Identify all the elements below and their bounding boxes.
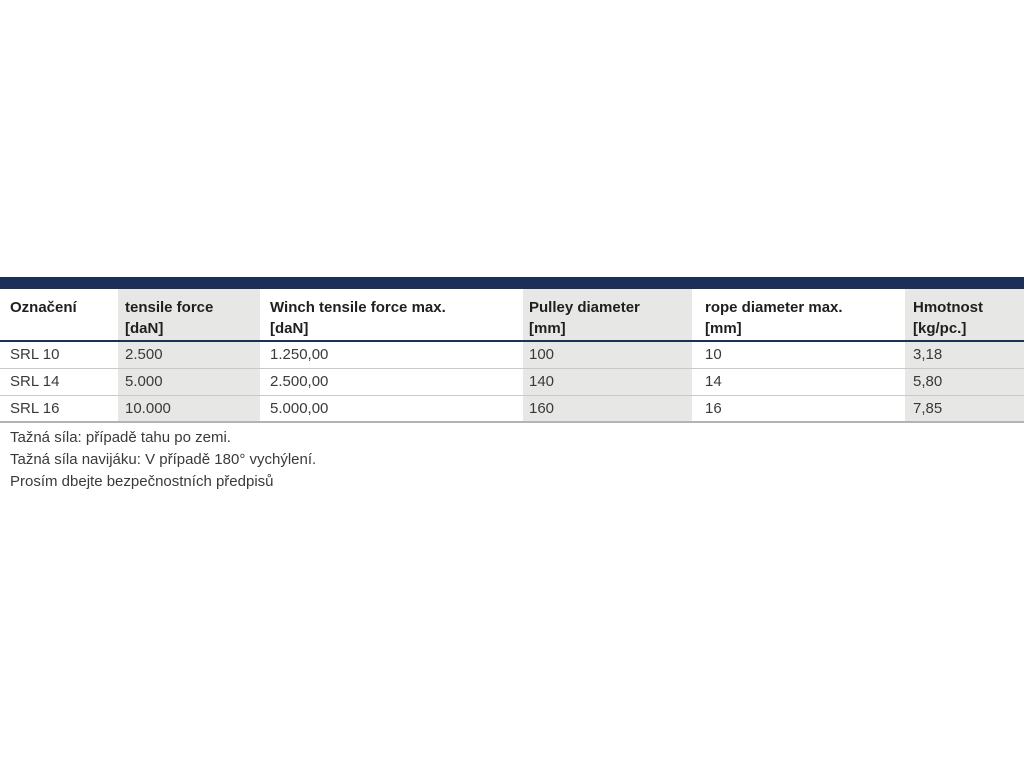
column-header-tensile-force: tensile force [daN] — [118, 289, 260, 342]
column-label: Označení — [10, 299, 77, 316]
cell-rope-diameter: 14 — [692, 368, 905, 396]
column-label: Winch tensile force max. — [270, 299, 446, 316]
cell-winch-tensile-force: 1.250,00 — [260, 341, 523, 369]
cell-rope-diameter: 16 — [692, 395, 905, 423]
table-row-srl-10: SRL 10 2.500 1.250,00 100 10 3,18 — [0, 341, 1024, 369]
cell-winch-tensile-force: 5.000,00 — [260, 395, 523, 423]
column-header-hmotnost: Hmotnost [kg/pc.] — [905, 289, 1024, 342]
cell-pulley-diameter: 140 — [523, 368, 692, 396]
table-header: Označení tensile force [daN] Winch tensi… — [0, 289, 1024, 342]
column-unit: [daN] — [270, 320, 309, 337]
cell-designation: SRL 10 — [0, 341, 118, 369]
column-unit: [mm] — [529, 320, 566, 337]
footnote-tensile-force: Tažná síla: případě tahu po zemi. — [10, 429, 231, 446]
column-label: rope diameter max. — [705, 299, 843, 316]
cell-tensile-force: 10.000 — [118, 395, 260, 423]
column-header-rope-diameter: rope diameter max. [mm] — [692, 289, 905, 342]
header-row: Označení tensile force [daN] Winch tensi… — [0, 289, 1024, 342]
column-label: Pulley diameter — [529, 299, 640, 316]
column-unit: [mm] — [705, 320, 742, 337]
column-unit: [daN] — [125, 320, 164, 337]
cell-designation: SRL 14 — [0, 368, 118, 396]
column-header-oznaceni: Označení — [0, 289, 118, 342]
table-row-srl-16: SRL 16 10.000 5.000,00 160 16 7,85 — [0, 395, 1024, 423]
cell-tensile-force: 2.500 — [118, 341, 260, 369]
cell-weight: 3,18 — [905, 341, 1024, 369]
column-label: tensile force — [125, 299, 214, 316]
column-header-winch-tensile-force: Winch tensile force max. [daN] — [260, 289, 523, 342]
cell-tensile-force: 5.000 — [118, 368, 260, 396]
column-unit: [kg/pc.] — [913, 320, 967, 337]
accent-bar — [0, 277, 1024, 289]
cell-pulley-diameter: 100 — [523, 341, 692, 369]
cell-designation: SRL 16 — [0, 395, 118, 423]
footnotes: Tažná síla: případě tahu po zemi. Tažná … — [10, 427, 316, 493]
column-label: Hmotnost — [913, 299, 983, 316]
table-body: SRL 10 2.500 1.250,00 100 10 3,18 SRL 14… — [0, 341, 1024, 423]
footnote-safety: Prosím dbejte bezpečnostních předpisů — [10, 473, 274, 490]
footnote-winch-force: Tažná síla navijáku: V případě 180° vych… — [10, 451, 317, 468]
cell-pulley-diameter: 160 — [523, 395, 692, 423]
cell-rope-diameter: 10 — [692, 341, 905, 369]
product-spec-table: Označení tensile force [daN] Winch tensi… — [0, 289, 1024, 423]
cell-winch-tensile-force: 2.500,00 — [260, 368, 523, 396]
cell-weight: 7,85 — [905, 395, 1024, 423]
column-header-pulley-diameter: Pulley diameter [mm] — [523, 289, 692, 342]
cell-weight: 5,80 — [905, 368, 1024, 396]
table-row-srl-14: SRL 14 5.000 2.500,00 140 14 5,80 — [0, 368, 1024, 396]
